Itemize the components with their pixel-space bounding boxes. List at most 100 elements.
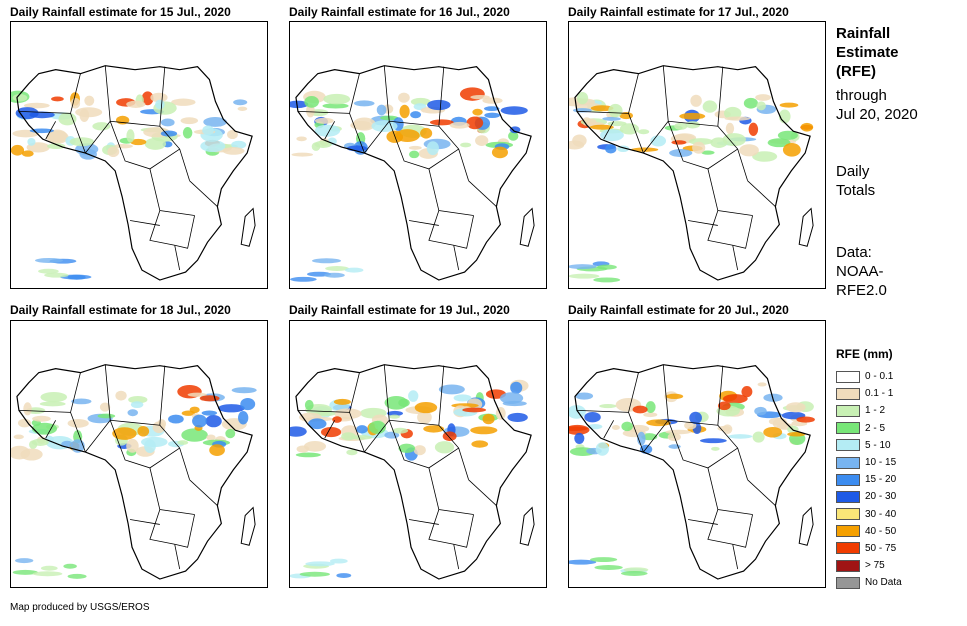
- rainfall-blob: [507, 412, 528, 422]
- rainfall-blob: [410, 97, 431, 106]
- rainfall-blob: [291, 152, 314, 157]
- rainfall-blob: [509, 126, 521, 134]
- rainfall-blob: [336, 573, 352, 579]
- country-border: [628, 73, 639, 114]
- africa-map: [569, 364, 815, 580]
- country-border: [297, 409, 365, 453]
- rainfall-blob: [350, 435, 373, 440]
- rainfall-blob: [779, 102, 799, 108]
- rainfall-blob: [483, 106, 500, 112]
- rainfall-blob: [665, 429, 692, 435]
- africa-map: [11, 364, 257, 580]
- country-border: [388, 121, 459, 170]
- rainfall-blob: [304, 96, 319, 108]
- country-border: [45, 121, 56, 140]
- rainfall-blob: [344, 267, 364, 273]
- country-border: [628, 372, 639, 413]
- rainfall-blob: [17, 418, 32, 428]
- rainfall-blob: [130, 401, 144, 409]
- rainfall-blob: [462, 407, 487, 413]
- rainfall-blob: [679, 112, 706, 120]
- rainfall-blob: [181, 428, 208, 442]
- rainfall-blob: [763, 427, 783, 438]
- rainfall-blob: [238, 411, 249, 425]
- rainfall-blob: [569, 140, 585, 150]
- rainfall-blob: [32, 571, 63, 577]
- rainfall-blob: [645, 401, 656, 414]
- legend-label: 0.1 - 1: [865, 388, 894, 400]
- country-border: [707, 467, 753, 515]
- rainfall-blob: [15, 107, 39, 120]
- rainfall-blob: [386, 410, 404, 416]
- africa-map: [569, 65, 814, 283]
- rainfall-blob: [23, 402, 32, 416]
- rainfall-blob: [137, 426, 150, 437]
- rainfall-blob: [689, 411, 702, 425]
- rainfall-blob: [115, 390, 127, 401]
- rainfall-blob: [466, 116, 484, 130]
- legend-label: > 75: [865, 560, 885, 572]
- legend-item: 40 - 50: [836, 523, 902, 540]
- rainfall-blob: [590, 557, 618, 563]
- country-border: [189, 479, 218, 506]
- rainfall-blob: [423, 425, 445, 433]
- rainfall-blob: [189, 406, 200, 414]
- country-border: [324, 420, 335, 439]
- country-border: [159, 125, 190, 181]
- rainfall-blob: [311, 258, 342, 264]
- country-border: [667, 121, 738, 170]
- rainfall-blob: [595, 442, 609, 456]
- continent-outline: [295, 65, 532, 281]
- rainfall-map-17jul: [568, 21, 826, 289]
- rainfall-blob: [32, 415, 51, 422]
- rainfall-blob: [409, 150, 420, 159]
- rainfall-blob: [126, 438, 139, 453]
- legend-swatch: [836, 422, 860, 435]
- rainfall-blob: [596, 264, 617, 270]
- rainfall-blob: [200, 140, 226, 153]
- rainfall-blob: [58, 112, 77, 126]
- country-border: [349, 73, 360, 114]
- legend-item: 15 - 20: [836, 471, 902, 488]
- rainfall-blob: [47, 129, 68, 143]
- madagascar-outline: [798, 207, 814, 247]
- data-source: Data: NOAA- RFE2.0: [836, 244, 887, 299]
- rainfall-blob: [756, 101, 766, 111]
- map-series-title: Rainfall Estimate (RFE): [836, 25, 899, 80]
- legend-label: 5 - 10: [865, 439, 891, 451]
- rainfall-blob: [231, 387, 257, 394]
- rainfall-blob: [637, 129, 650, 135]
- madagascar-outline: [519, 506, 535, 546]
- rainfall-blob: [777, 130, 798, 140]
- rainfall-blob: [127, 409, 139, 417]
- rainfall-blob: [398, 398, 410, 407]
- daily-totals-label: Daily Totals: [836, 163, 876, 199]
- rainfall-blob: [574, 432, 585, 444]
- rainfall-blob: [484, 112, 501, 118]
- rainfall-blob: [67, 418, 89, 428]
- rainfall-blob: [593, 277, 621, 283]
- country-border: [409, 220, 439, 226]
- legend-label: 40 - 50: [865, 525, 897, 537]
- rainfall-blob: [12, 93, 28, 102]
- continent-outline: [16, 364, 253, 580]
- rainfall-blob: [442, 431, 457, 442]
- rainfall-blob: [671, 140, 687, 145]
- rainfall-blob: [569, 273, 600, 279]
- rainfall-blob: [796, 416, 815, 423]
- country-border: [110, 365, 166, 426]
- country-border: [732, 215, 753, 249]
- africa-map: [290, 364, 535, 580]
- rainfall-blob: [308, 418, 327, 430]
- country-border: [428, 509, 454, 545]
- panel-title-20jul: Daily Rainfall estimate for 20 Jul., 202…: [568, 303, 789, 317]
- rainfall-blob: [314, 117, 334, 124]
- rainfall-blob: [475, 135, 489, 146]
- rainfall-blob: [752, 431, 765, 443]
- rainfall-blob: [296, 445, 310, 453]
- country-border: [668, 365, 724, 426]
- panel-title-15jul: Daily Rainfall estimate for 15 Jul., 202…: [10, 5, 231, 19]
- rainfall-blob: [727, 434, 753, 439]
- country-border: [389, 365, 445, 426]
- madagascar-outline: [240, 207, 256, 247]
